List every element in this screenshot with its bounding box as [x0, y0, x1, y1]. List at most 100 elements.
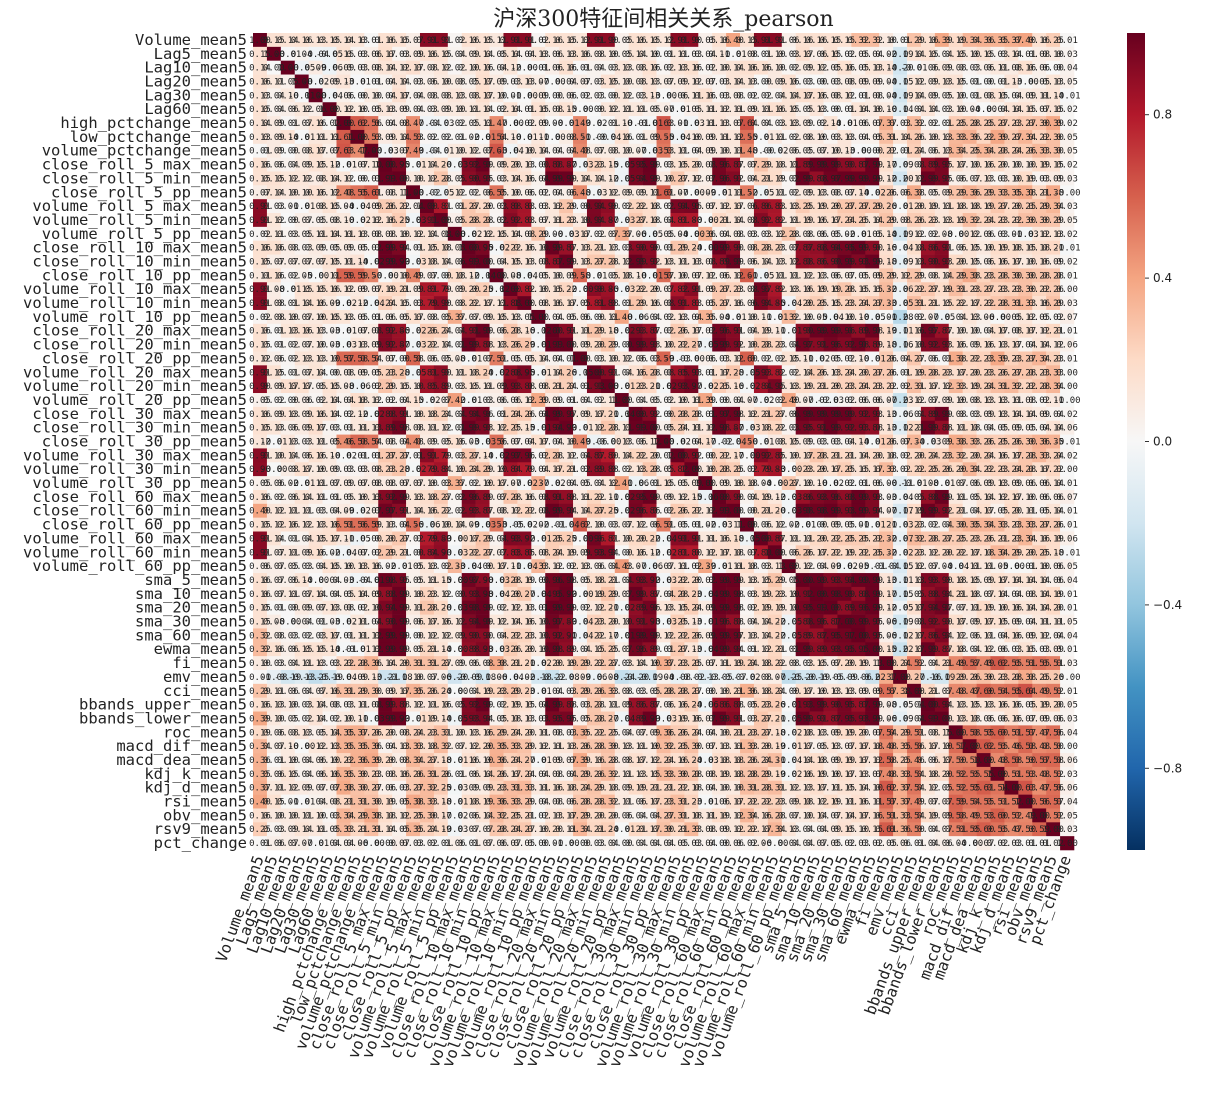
heatmap-cell — [740, 46, 755, 61]
heatmap-cell — [1032, 46, 1047, 61]
cell-value-label: 0.03 — [1056, 202, 1078, 212]
heatmap-cell — [837, 46, 852, 61]
heatmap-cell — [1018, 33, 1033, 48]
heatmap-cell — [336, 33, 351, 48]
cell-value-label: 0.01 — [1056, 271, 1078, 281]
heatmap-cell — [378, 46, 393, 61]
heatmap-cell — [962, 33, 977, 48]
heatmap-cell — [322, 33, 337, 48]
heatmap-cell — [433, 46, 449, 61]
cell-value-label: 0.02 — [1056, 105, 1078, 115]
heatmap-cell — [670, 46, 685, 61]
heatmap-cell — [1018, 46, 1033, 61]
heatmap-cell — [573, 46, 588, 61]
heatmap-cell — [865, 33, 880, 48]
cell-value-label: 0.04 — [1056, 64, 1078, 74]
heatmap-cell — [642, 46, 657, 61]
heatmap-cell — [920, 46, 936, 61]
heatmap-cell — [642, 33, 657, 48]
heatmap-cell — [684, 46, 699, 61]
heatmap-cell — [781, 33, 796, 48]
heatmap-cell — [266, 60, 282, 75]
cell-value-label: 0.01 — [1056, 354, 1078, 364]
heatmap-cell — [1060, 33, 1075, 48]
heatmap-cell — [406, 46, 421, 61]
heatmap-cell — [851, 46, 866, 61]
heatmap-cell — [600, 33, 616, 48]
heatmap-cell — [392, 46, 407, 61]
cell-value-label: 0.05 — [1056, 216, 1078, 226]
heatmap-cell — [726, 46, 741, 61]
heatmap-cell — [559, 33, 574, 48]
heatmap-cell — [948, 33, 963, 48]
heatmap-cell — [879, 46, 894, 61]
heatmap-cell — [573, 33, 588, 48]
cell-value-label: 0.07 — [1056, 313, 1078, 323]
heatmap-cell — [461, 33, 476, 48]
heatmap-cell — [280, 33, 296, 48]
heatmap-cell — [545, 46, 560, 61]
heatmap-cell — [1032, 33, 1047, 48]
cell-value-label: 0.05 — [1056, 133, 1078, 143]
cell-value-label: -0.01 — [1053, 244, 1080, 254]
heatmap-cell — [433, 33, 449, 48]
cell-value-label: 0.00 — [1056, 368, 1078, 378]
cell-value-label: 0.03 — [1056, 174, 1078, 184]
heatmap-cell — [795, 46, 810, 61]
heatmap-cell — [614, 46, 630, 61]
heatmap-cell — [628, 33, 643, 48]
heatmap-cell — [503, 46, 518, 61]
heatmap-cell — [308, 46, 323, 61]
heatmap-cell — [253, 60, 268, 75]
heatmap-cell — [656, 33, 671, 48]
heatmap-cell — [893, 46, 908, 61]
heatmap-cell — [447, 33, 463, 48]
heatmap-cell — [823, 33, 838, 48]
heatmap-cell — [795, 33, 810, 48]
heatmap-cell — [531, 33, 546, 48]
heatmap-cells — [253, 33, 1075, 851]
heatmap-cell — [809, 33, 824, 48]
heatmap-cell — [712, 33, 727, 48]
cell-value-label: 0.02 — [1056, 119, 1078, 129]
heatmap-cell — [308, 60, 323, 75]
heatmap-cell — [475, 46, 490, 61]
heatmap-cell — [1004, 33, 1019, 48]
heatmap-cell — [489, 46, 504, 61]
heatmap-cell — [350, 46, 365, 61]
heatmap-cell — [336, 60, 351, 75]
heatmap-cell — [253, 33, 268, 48]
heatmap-cell — [350, 33, 365, 48]
heatmap-cell — [294, 46, 309, 61]
heatmap-cell — [753, 46, 769, 61]
heatmap-cell — [837, 33, 852, 48]
heatmap-cell — [920, 33, 936, 48]
cell-value-label: -0.00 — [1053, 188, 1080, 198]
heatmap-cell — [823, 46, 838, 61]
heatmap-cell — [461, 46, 476, 61]
heatmap-cell — [280, 60, 296, 75]
heatmap-cell — [698, 46, 713, 61]
heatmap-cell — [419, 33, 435, 48]
heatmap-cell — [740, 33, 755, 48]
chart-title: 沪深300特征间相关关系_pearson — [493, 7, 833, 32]
cell-value-label: 0.02 — [1056, 230, 1078, 240]
heatmap-cell — [322, 46, 337, 61]
heatmap-cell — [614, 33, 630, 48]
heatmap-cell — [990, 33, 1005, 48]
heatmap-cell — [294, 60, 309, 75]
heatmap-cell — [253, 46, 268, 61]
heatmap-cell — [990, 46, 1005, 61]
heatmap-cell — [517, 33, 532, 48]
heatmap-cell — [753, 33, 769, 48]
heatmap-cell — [684, 33, 699, 48]
heatmap-cell — [503, 33, 518, 48]
heatmap-cell — [1046, 46, 1061, 61]
heatmap-cell — [865, 46, 880, 61]
heatmap-cell — [475, 33, 490, 48]
heatmap-cell — [545, 33, 560, 48]
heatmap-cell — [726, 33, 741, 48]
heatmap-cell — [851, 33, 866, 48]
